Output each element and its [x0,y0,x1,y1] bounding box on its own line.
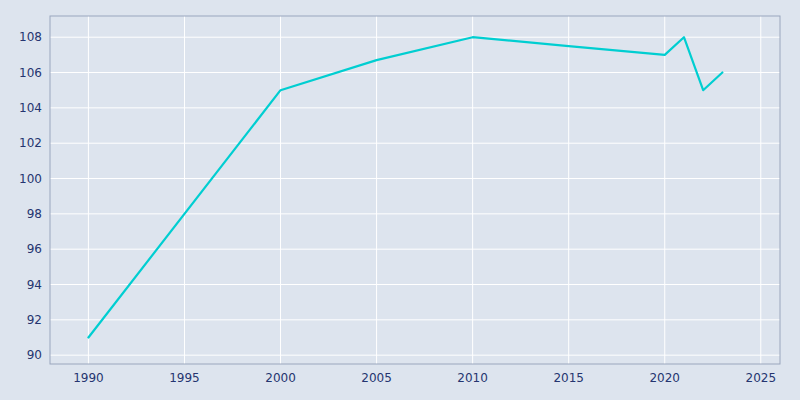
line [88,37,722,337]
x-tick-label: 2000 [265,371,296,385]
x-tick-label: 2010 [457,371,488,385]
y-grid-line [50,107,780,108]
y-tick-label: 96 [27,242,42,256]
x-tick-label: 2020 [649,371,680,385]
x-grid-line [760,16,761,364]
y-grid-line [50,249,780,250]
x-grid-line [88,16,89,364]
x-grid-line [280,16,281,364]
y-grid-line [50,319,780,320]
y-grid-line [50,143,780,144]
y-tick-label: 98 [27,207,42,221]
x-tick-label: 1990 [73,371,104,385]
x-grid-line [664,16,665,364]
background [0,0,800,400]
x-grid-line [472,16,473,364]
y-tick-label: 92 [27,313,42,327]
y-tick-label: 94 [27,278,42,292]
y-tick-label: 90 [27,348,42,362]
plot-frame [50,16,780,364]
chart-svg: 1990 1995 2000 2005 2010 2015 2020 2025 90 92 94 96… [0,0,800,400]
x-tick-label: 1995 [169,371,200,385]
data-area [88,37,722,337]
axes: 1990 1995 2000 2005 2010 2015 2020 2025 90 92 94 96… [19,16,780,385]
y-grid-line [50,213,780,214]
y-grid-line [50,284,780,285]
y-tick-label: 104 [19,101,42,115]
x-grid-line [376,16,377,364]
y-grid-line [50,72,780,73]
y-tick-label: 102 [19,136,42,150]
x-tick-label: 2015 [553,371,584,385]
x-grid-line [568,16,569,364]
y-tick-label: 106 [19,66,42,80]
chart-container: 1990 1995 2000 2005 2010 2015 2020 2025 90 92 94 96… [0,0,800,400]
y-grid-line [50,355,780,356]
grid [50,16,780,364]
y-tick-label: 108 [19,30,42,44]
x-tick-label: 2005 [361,371,392,385]
y-tick-label: 100 [19,172,42,186]
x-tick-label: 2025 [746,371,777,385]
y-grid-line [50,178,780,179]
x-grid-line [184,16,185,364]
y-grid-line [50,37,780,38]
